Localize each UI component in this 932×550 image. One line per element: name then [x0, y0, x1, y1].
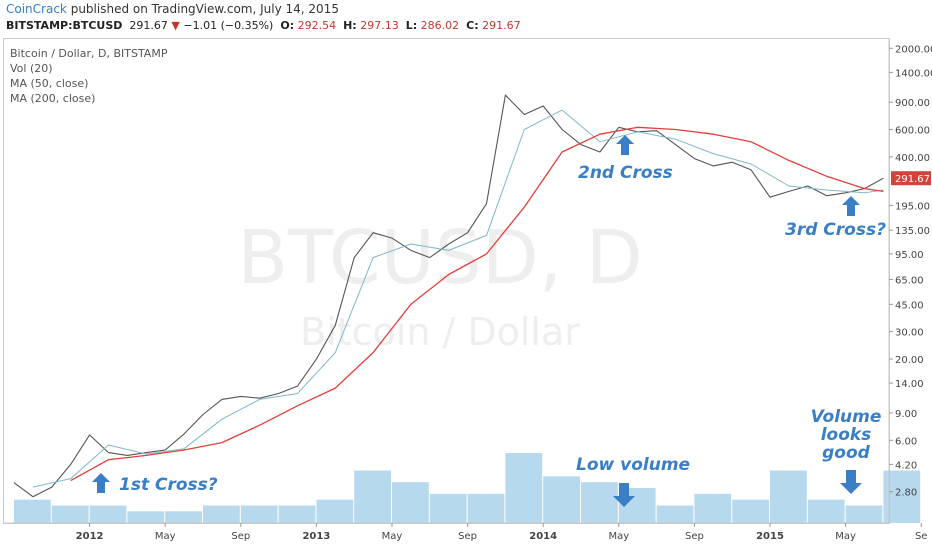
published-text: published on TradingView.com, July 14, 2…	[70, 2, 339, 16]
author-link[interactable]: CoinCrack	[6, 2, 67, 16]
volume-bar[interactable]	[14, 499, 51, 523]
volume-bar[interactable]	[89, 505, 127, 524]
volume-bar[interactable]	[543, 476, 580, 523]
x-tick-label: May	[835, 531, 856, 542]
price-change: −1.01 (−0.35%)	[183, 19, 274, 32]
watermark-name: Bitcoin / Dollar	[300, 310, 580, 354]
y-tick-label: 95.00	[895, 250, 924, 261]
volume-bar[interactable]	[845, 505, 883, 524]
legend-ma200[interactable]: MA (200, close)	[10, 92, 96, 105]
y-tick-label: 1400.00	[895, 68, 932, 79]
legend-ma50[interactable]: MA (50, close)	[10, 77, 89, 90]
volume-bar[interactable]	[467, 493, 505, 523]
volume-bar[interactable]	[392, 482, 429, 523]
volume-bar[interactable]	[807, 499, 845, 523]
y-tick-label: 2000.00	[895, 44, 932, 55]
x-tick-label: Sep	[231, 531, 250, 542]
volume-bar[interactable]	[694, 493, 732, 523]
y-tick-label: 65.00	[895, 276, 924, 287]
y-tick-label: 135.00	[895, 226, 930, 237]
last-price-label: 291.67	[895, 174, 930, 185]
volume-bar[interactable]	[656, 505, 694, 524]
down-arrow-icon: ▼	[171, 19, 180, 32]
y-tick-label: 2.80	[895, 488, 917, 499]
low-volume-arrow-icon	[613, 483, 635, 507]
x-tick-label: May	[382, 531, 403, 542]
volume-bar[interactable]	[732, 499, 769, 523]
x-tick-label: 2015	[756, 531, 784, 542]
y-tick-label: 4.20	[895, 460, 917, 471]
third-cross-label: 3rd Cross?	[785, 220, 886, 240]
y-tick-label: 14.00	[895, 379, 924, 390]
first-cross-arrow-icon	[92, 473, 110, 493]
y-tick-label: 400.00	[895, 153, 930, 164]
low-volume-label: Low volume	[576, 455, 690, 475]
y-tick-label: 9.00	[895, 409, 917, 420]
legend-volume[interactable]: Vol (20)	[10, 62, 53, 75]
volume-bars	[14, 453, 921, 524]
y-tick-label: 45.00	[895, 300, 924, 311]
volume-bar[interactable]	[354, 470, 391, 524]
price-line[interactable]	[13, 94, 884, 498]
volume-bar[interactable]	[883, 470, 921, 524]
chart-legend: Bitcoin / Dollar, D, BITSTAMP Vol (20) M…	[10, 46, 167, 106]
volume-bar[interactable]	[581, 482, 618, 523]
publication-line: CoinCrack published on TradingView.com, …	[6, 2, 339, 16]
volume-good-label-line: Volume	[811, 407, 882, 427]
open-value: 292.54	[297, 19, 337, 32]
volume-bar[interactable]	[429, 493, 467, 523]
y-tick-label: 20.00	[895, 355, 924, 366]
high-label: H:	[343, 19, 357, 32]
volume-good-label-line: looks	[821, 425, 872, 445]
close-label: C:	[466, 19, 479, 32]
x-tick-label: 2014	[529, 531, 557, 542]
x-tick-label: 2013	[302, 531, 330, 542]
volume-bar[interactable]	[127, 511, 165, 523]
third-cross-arrow-icon	[842, 196, 860, 216]
close-value: 291.67	[482, 19, 521, 32]
low-label: L:	[405, 19, 418, 32]
y-tick-label: 900.00	[895, 98, 930, 109]
volume-bar[interactable]	[165, 511, 202, 523]
open-label: O:	[280, 19, 295, 32]
volume-good-arrow-icon	[840, 470, 862, 494]
ma50-line[interactable]	[32, 109, 884, 488]
x-tick-label: 2012	[76, 531, 104, 542]
legend-series[interactable]: Bitcoin / Dollar, D, BITSTAMP	[10, 47, 168, 60]
last-price: 291.67	[129, 19, 168, 32]
volume-bar[interactable]	[316, 499, 354, 523]
x-tick-label: May	[608, 531, 629, 542]
low-value: 286.02	[420, 19, 460, 32]
volume-bar[interactable]	[278, 505, 316, 524]
symbol-label[interactable]: BITSTAMP:BTCUSD	[6, 19, 123, 32]
x-tick-label: May	[155, 531, 176, 542]
chart-header: CoinCrack published on TradingView.com, …	[0, 0, 932, 38]
volume-bar[interactable]	[770, 470, 807, 524]
second-cross-label: 2nd Cross	[578, 163, 673, 183]
ma200-line[interactable]	[70, 126, 884, 482]
volume-bar[interactable]	[203, 505, 240, 524]
y-tick-label: 30.00	[895, 328, 924, 339]
volume-bar[interactable]	[240, 505, 278, 524]
x-tick-label: Sep	[458, 531, 477, 542]
high-value: 297.13	[360, 19, 399, 32]
first-cross-label: 1st Cross?	[119, 475, 218, 495]
y-tick-label: 6.00	[895, 436, 917, 447]
x-tick-label: Sep	[685, 531, 704, 542]
volume-bar[interactable]	[505, 453, 543, 523]
y-tick-label: 600.00	[895, 126, 930, 137]
quote-line: BITSTAMP:BTCUSD 291.67 ▼ −1.01 (−0.35%) …	[6, 19, 521, 32]
volume-bar[interactable]	[51, 505, 89, 524]
x-tick-label: Se	[915, 531, 928, 542]
watermark-symbol: BTCUSD, D	[237, 215, 642, 301]
y-tick-label: 195.00	[895, 201, 930, 212]
volume-good-label-line: good	[822, 443, 871, 463]
last-price-tag	[891, 171, 931, 186]
second-cross-arrow-icon	[616, 135, 634, 155]
